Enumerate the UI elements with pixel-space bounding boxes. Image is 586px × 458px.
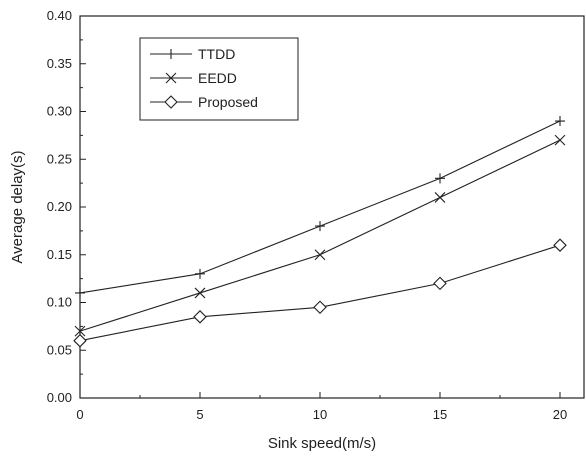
- x-tick-label: 20: [553, 407, 567, 422]
- y-tick-label: 0.05: [47, 342, 72, 357]
- y-tick-label: 0.20: [47, 199, 72, 214]
- series-layer: [73, 116, 567, 348]
- data-point-proposed: [73, 333, 87, 348]
- data-point-ttdd: [315, 221, 325, 232]
- y-tick-label: 0.15: [47, 247, 72, 262]
- data-point-eedd: [194, 287, 206, 299]
- data-point-eedd: [554, 134, 566, 146]
- legend-entry-eedd: EEDD: [150, 70, 237, 86]
- x-tick-label: 10: [313, 407, 327, 422]
- legend: TTDD EEDD Proposed: [139, 37, 299, 121]
- data-point-proposed: [553, 238, 567, 252]
- y-tick-label: 0.10: [47, 295, 72, 310]
- legend-entry-proposed: Proposed: [150, 94, 258, 110]
- x-tick-label: 5: [196, 407, 203, 422]
- data-point-proposed: [193, 310, 207, 324]
- axes: 0.00 0.05 0.10 0.15 0.20 0.25 0.30 0.35 0.40 0 5 10…: [47, 8, 585, 422]
- x-tick-label: 0: [76, 407, 83, 422]
- legend-label: EEDD: [198, 70, 237, 86]
- data-point-eedd: [434, 192, 446, 203]
- data-point-ttdd: [75, 287, 85, 298]
- series-line-ttdd: [79, 120, 561, 294]
- y-tick-label: 0.00: [47, 390, 72, 405]
- data-point-eedd: [74, 325, 86, 337]
- data-point-proposed: [433, 276, 447, 291]
- data-point-eedd: [314, 249, 326, 261]
- y-tick-label: 0.40: [47, 8, 72, 23]
- legend-label: Proposed: [198, 94, 258, 110]
- legend-marker: [165, 72, 177, 84]
- y-tick-label: 0.35: [47, 56, 72, 71]
- series-line-proposed: [79, 244, 561, 342]
- legend-entry-ttdd: TTDD: [150, 46, 235, 62]
- y-axis-title: Average delay(s): [9, 150, 26, 263]
- x-axis-title: Sink speed(m/s): [268, 435, 376, 452]
- legend-box: [139, 37, 299, 121]
- legend-label: TTDD: [198, 46, 235, 62]
- data-point-proposed: [313, 300, 327, 315]
- data-point-ttdd: [435, 173, 445, 184]
- data-point-ttdd: [195, 268, 205, 279]
- x-tick-label: 15: [433, 407, 447, 422]
- y-tick-label: 0.30: [47, 104, 72, 119]
- legend-marker: [164, 95, 178, 109]
- y-tick-label: 0.25: [47, 151, 72, 166]
- data-point-ttdd: [555, 116, 565, 127]
- legend-marker: [166, 49, 176, 59]
